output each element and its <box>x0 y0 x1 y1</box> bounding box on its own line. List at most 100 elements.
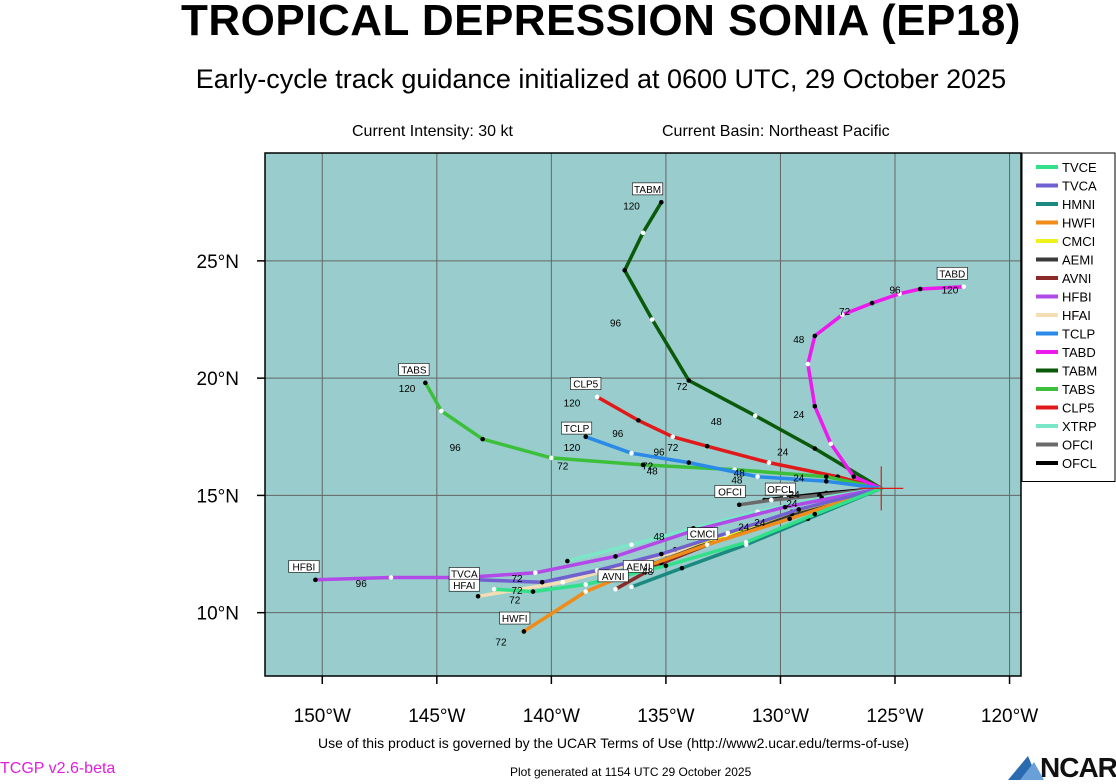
track-point <box>823 479 829 484</box>
x-tick-label: 140°W <box>523 706 580 727</box>
track-tabs <box>423 381 884 491</box>
tau-label: 48 <box>734 469 746 480</box>
track-point <box>659 199 664 205</box>
terms-of-use: Use of this product is governed by the U… <box>318 735 910 751</box>
track-point <box>663 563 669 569</box>
svg-text:TABD: TABD <box>939 269 965 280</box>
track-point <box>530 589 536 594</box>
track-point <box>560 579 566 585</box>
legend-item-tclp: TCLP <box>1036 327 1095 342</box>
track-point <box>812 511 818 517</box>
track-point <box>388 575 394 580</box>
legend-item-cmci: CMCI <box>1036 234 1095 249</box>
track-point <box>583 589 589 594</box>
track-point <box>649 317 655 322</box>
track-label-tabs: TABS <box>398 363 430 376</box>
svg-text:AVNI: AVNI <box>602 572 625 583</box>
track-point <box>629 542 634 547</box>
legend-item-avni: AVNI <box>1036 271 1091 286</box>
track-point <box>917 286 923 292</box>
svg-text:OFCI: OFCI <box>718 487 742 498</box>
svg-text:OFCL: OFCL <box>1062 456 1097 471</box>
legend-item-hwfi: HWFI <box>1036 216 1095 231</box>
track-point <box>313 577 318 583</box>
track-label-hwfi: HWFI <box>499 611 531 625</box>
track-point <box>521 629 527 634</box>
track-label-avni: AVNI <box>597 569 629 583</box>
tau-label: 120 <box>399 384 416 395</box>
track-label-ofcl: OFCL <box>764 482 796 496</box>
track-point <box>439 408 444 414</box>
track-label-tclp: TCLP <box>561 421 593 435</box>
track-point <box>613 586 618 592</box>
tau-label: 120 <box>942 286 959 297</box>
x-tick-label: 125°W <box>866 706 923 727</box>
page-title: TROPICAL DEPRESSION SONIA (EP18) <box>181 0 1021 45</box>
y-tick-label: 10°N <box>197 604 239 625</box>
tau-label: 96 <box>356 579 368 590</box>
track-point <box>423 380 428 386</box>
track-point <box>704 542 710 547</box>
tau-label: 96 <box>612 429 624 440</box>
track-tabm <box>622 200 884 491</box>
track-point <box>659 551 664 557</box>
tau-label: 120 <box>564 398 581 409</box>
tau-label: 24 <box>793 410 805 421</box>
track-hfbi <box>313 486 884 582</box>
track-point <box>622 267 627 273</box>
track-point <box>725 530 731 536</box>
tau-label: 48 <box>731 476 743 487</box>
track-point <box>766 460 772 465</box>
tau-label: 48 <box>647 466 659 477</box>
legend-item-hfai: HFAI <box>1036 308 1091 323</box>
y-tick-label: 25°N <box>197 252 239 273</box>
track-point <box>812 446 818 451</box>
track-point <box>755 474 760 479</box>
track-point <box>583 582 589 587</box>
y-tick-label: 15°N <box>197 486 239 507</box>
track-point <box>743 540 749 545</box>
page-subtitle: Early-cycle track guidance initialized a… <box>195 64 1007 94</box>
track-point <box>840 312 845 318</box>
track-point <box>475 593 481 599</box>
track-point <box>782 504 788 510</box>
svg-text:HWFI: HWFI <box>1062 216 1095 231</box>
tau-label: 24 <box>789 490 801 501</box>
legend-item-tvca: TVCA <box>1036 179 1097 194</box>
track-label-hfai: HFAI <box>448 578 480 592</box>
legend-item-ofcl: OFCL <box>1036 456 1097 471</box>
track-point <box>629 450 634 456</box>
tau-label: 96 <box>610 319 622 330</box>
track-point <box>869 300 875 306</box>
tau-label: 120 <box>623 201 640 212</box>
svg-text:AVNI: AVNI <box>1062 271 1091 286</box>
track-point <box>752 413 758 418</box>
track-tclp <box>583 435 884 491</box>
svg-text:AEMI: AEMI <box>626 562 650 573</box>
tau-label: 48 <box>642 567 654 578</box>
track-point <box>736 502 742 508</box>
tau-label: 24 <box>738 523 750 534</box>
tau-label: 120 <box>564 443 581 454</box>
svg-text:TABD: TABD <box>1062 345 1096 360</box>
svg-text:TABS: TABS <box>1062 382 1095 397</box>
tau-label: 72 <box>511 574 523 585</box>
svg-text:HFAI: HFAI <box>1062 308 1091 323</box>
track-point <box>640 230 646 236</box>
svg-text:CMCI: CMCI <box>690 530 716 541</box>
track-point <box>787 516 792 522</box>
tau-label: 72 <box>676 382 688 393</box>
x-tick-label: 135°W <box>637 706 694 727</box>
svg-text:CLP5: CLP5 <box>573 380 598 391</box>
track-point <box>533 570 538 576</box>
track-label-tabd: TABD <box>936 267 968 280</box>
legend-item-tabm: TABM <box>1036 364 1097 379</box>
tau-label: 24 <box>793 473 805 484</box>
map-frame <box>264 152 1022 677</box>
svg-text:TABM: TABM <box>1062 364 1097 379</box>
svg-text:TCLP: TCLP <box>1062 327 1095 342</box>
tau-label: 72 <box>557 462 569 473</box>
track-point <box>613 554 618 559</box>
current-basin: Current Basin: Northeast Pacific <box>662 123 890 140</box>
svg-text:TVCA: TVCA <box>451 569 478 580</box>
